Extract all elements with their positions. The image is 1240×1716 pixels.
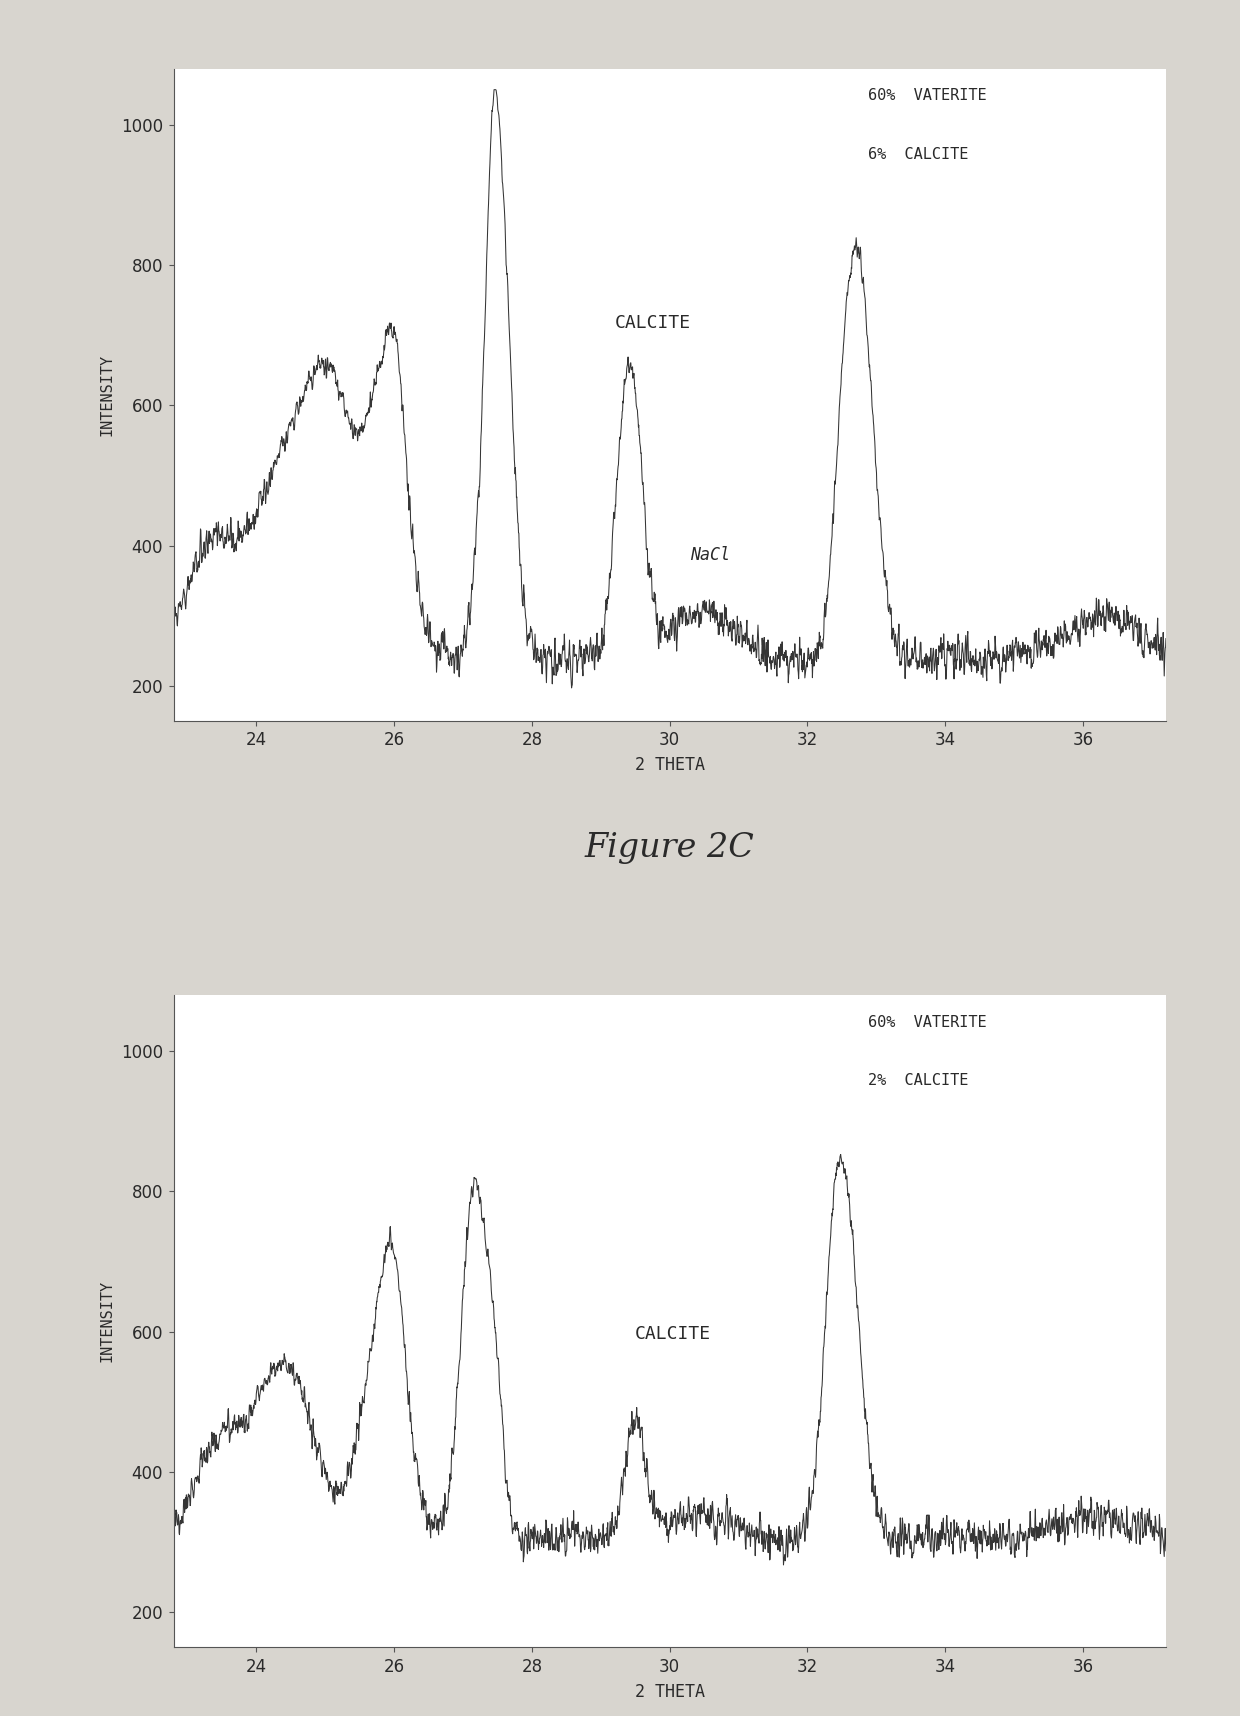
- Text: 6%  CALCITE: 6% CALCITE: [868, 148, 968, 161]
- Text: 60%  VATERITE: 60% VATERITE: [868, 88, 987, 103]
- X-axis label: 2 THETA: 2 THETA: [635, 757, 704, 774]
- Text: 60%  VATERITE: 60% VATERITE: [868, 1014, 987, 1030]
- Text: CALCITE: CALCITE: [635, 1325, 712, 1342]
- X-axis label: 2 THETA: 2 THETA: [635, 1683, 704, 1701]
- Y-axis label: INTENSITY: INTENSITY: [99, 1280, 114, 1363]
- Text: Figure 2C: Figure 2C: [585, 832, 754, 863]
- Text: NaCl: NaCl: [691, 546, 730, 563]
- Text: 2%  CALCITE: 2% CALCITE: [868, 1072, 968, 1088]
- Y-axis label: INTENSITY: INTENSITY: [99, 353, 114, 436]
- Text: CALCITE: CALCITE: [615, 314, 691, 333]
